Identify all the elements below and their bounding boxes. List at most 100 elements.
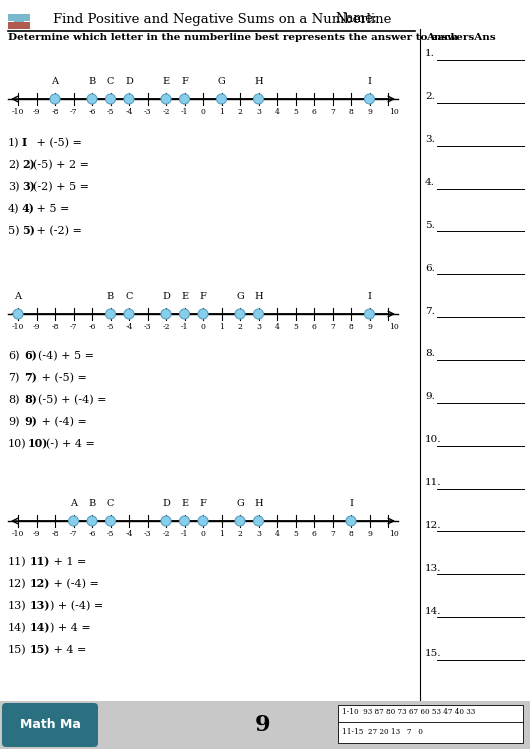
Circle shape [161, 309, 171, 319]
Text: + (-4) =: + (-4) = [38, 417, 87, 427]
Text: -1: -1 [181, 323, 188, 331]
Text: 0: 0 [200, 108, 206, 116]
Circle shape [105, 309, 116, 319]
Text: 6: 6 [312, 108, 316, 116]
Text: -7: -7 [70, 108, 77, 116]
Text: 5: 5 [293, 323, 298, 331]
Text: 5: 5 [293, 530, 298, 538]
Text: 3: 3 [256, 108, 261, 116]
Text: -10: -10 [12, 108, 24, 116]
Text: F: F [200, 292, 207, 301]
Text: 10: 10 [389, 530, 399, 538]
Text: 13): 13) [30, 601, 50, 611]
Text: 11): 11) [30, 557, 50, 568]
Text: I: I [349, 499, 353, 508]
Text: Determine which letter in the numberline best represents the answer to each: Determine which letter in the numberline… [8, 34, 458, 43]
Text: 14): 14) [8, 623, 26, 633]
Circle shape [216, 94, 226, 104]
Text: E: E [162, 77, 170, 86]
Text: -10: -10 [12, 323, 24, 331]
Circle shape [180, 309, 190, 319]
Text: 15): 15) [8, 645, 26, 655]
Text: 12.: 12. [425, 521, 441, 530]
Text: -3: -3 [144, 530, 151, 538]
Text: 15.: 15. [425, 649, 441, 658]
Circle shape [365, 309, 375, 319]
Text: 4: 4 [275, 108, 279, 116]
Text: 8.: 8. [425, 350, 435, 359]
Text: 9: 9 [367, 108, 372, 116]
Text: 8: 8 [349, 530, 354, 538]
Text: -9: -9 [33, 530, 40, 538]
Text: -6: -6 [89, 323, 96, 331]
Text: 7): 7) [8, 373, 20, 383]
Text: 7: 7 [330, 323, 335, 331]
Text: (-2) + 5 =: (-2) + 5 = [33, 182, 89, 192]
Text: I: I [22, 138, 27, 148]
Text: 2.: 2. [425, 92, 435, 101]
Circle shape [87, 516, 97, 526]
Text: -8: -8 [51, 323, 59, 331]
Text: -7: -7 [70, 530, 77, 538]
Text: 6: 6 [312, 323, 316, 331]
Circle shape [253, 516, 263, 526]
Text: 9: 9 [255, 714, 271, 736]
Bar [0, 701, 530, 749]
Text: A: A [70, 499, 77, 508]
Text: 4): 4) [8, 204, 20, 214]
Text: 11.: 11. [425, 478, 441, 487]
Bar [8, 14, 30, 21]
Text: 6): 6) [24, 351, 37, 362]
FancyBboxPatch shape [2, 703, 98, 747]
Text: 4: 4 [275, 323, 279, 331]
Text: 7.: 7. [425, 306, 435, 315]
Text: 3: 3 [256, 530, 261, 538]
Text: 7: 7 [330, 530, 335, 538]
Text: -5: -5 [107, 323, 114, 331]
Text: 1): 1) [8, 138, 20, 148]
Text: E: E [181, 499, 188, 508]
Text: D: D [162, 292, 170, 301]
Circle shape [198, 309, 208, 319]
Text: + (-5) =: + (-5) = [33, 138, 82, 148]
Text: (-5) + 2 =: (-5) + 2 = [33, 160, 89, 170]
Text: B: B [89, 77, 95, 86]
Text: -3: -3 [144, 108, 151, 116]
Circle shape [198, 516, 208, 526]
Text: 0: 0 [200, 323, 206, 331]
Text: ) + (-4) =: ) + (-4) = [50, 601, 103, 611]
Text: C: C [125, 292, 132, 301]
Text: -4: -4 [125, 530, 132, 538]
Text: -1: -1 [181, 530, 188, 538]
Text: 2): 2) [22, 160, 35, 171]
Text: -8: -8 [51, 108, 59, 116]
Circle shape [13, 309, 23, 319]
Text: 14): 14) [30, 622, 50, 634]
Text: Math Ma: Math Ma [20, 718, 81, 732]
Text: 2: 2 [237, 323, 242, 331]
Text: E: E [181, 292, 188, 301]
Text: 3): 3) [8, 182, 20, 192]
Circle shape [124, 309, 134, 319]
Circle shape [68, 516, 78, 526]
Text: -2: -2 [162, 530, 170, 538]
Text: G: G [236, 292, 244, 301]
Circle shape [346, 516, 356, 526]
Text: 3): 3) [22, 181, 35, 192]
Text: -2: -2 [162, 323, 170, 331]
Text: -6: -6 [89, 108, 96, 116]
Circle shape [161, 516, 171, 526]
Text: 8: 8 [349, 323, 354, 331]
Text: 3: 3 [256, 323, 261, 331]
Text: + (-4) =: + (-4) = [50, 579, 99, 589]
Text: 10): 10) [8, 439, 26, 449]
Text: -1: -1 [181, 108, 188, 116]
Text: AnswersAns: AnswersAns [426, 34, 496, 43]
Circle shape [365, 94, 375, 104]
Text: B: B [89, 499, 95, 508]
Text: -5: -5 [107, 108, 114, 116]
Text: + 4 =: + 4 = [50, 645, 86, 655]
Text: -5: -5 [107, 530, 114, 538]
Text: F: F [200, 499, 207, 508]
Text: 11-15  27 20 13   7   0: 11-15 27 20 13 7 0 [342, 728, 423, 736]
